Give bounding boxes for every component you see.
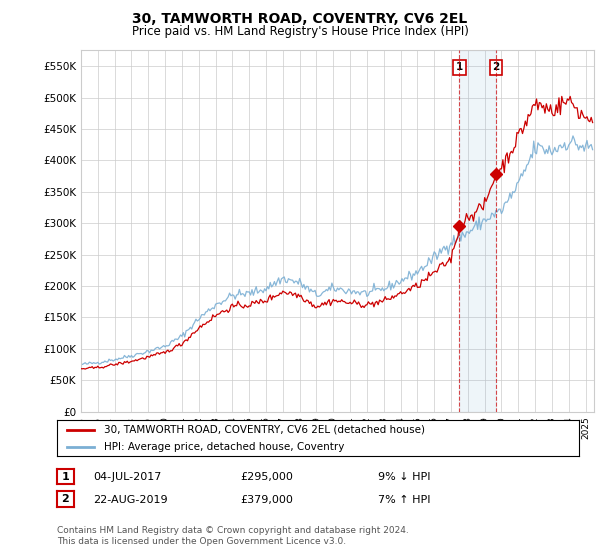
Text: Price paid vs. HM Land Registry's House Price Index (HPI): Price paid vs. HM Land Registry's House … xyxy=(131,25,469,38)
Text: 1: 1 xyxy=(62,472,69,482)
Text: 2: 2 xyxy=(62,494,69,504)
Text: 30, TAMWORTH ROAD, COVENTRY, CV6 2EL (detached house): 30, TAMWORTH ROAD, COVENTRY, CV6 2EL (de… xyxy=(104,425,425,435)
Text: £295,000: £295,000 xyxy=(240,472,293,482)
Text: 22-AUG-2019: 22-AUG-2019 xyxy=(93,494,167,505)
Text: 1: 1 xyxy=(456,62,463,72)
Bar xyxy=(460,50,496,412)
Text: £379,000: £379,000 xyxy=(240,494,293,505)
Text: Contains HM Land Registry data © Crown copyright and database right 2024.
This d: Contains HM Land Registry data © Crown c… xyxy=(57,526,409,546)
Text: 2: 2 xyxy=(493,62,500,72)
Text: HPI: Average price, detached house, Coventry: HPI: Average price, detached house, Cove… xyxy=(104,442,344,451)
Text: 7% ↑ HPI: 7% ↑ HPI xyxy=(378,494,431,505)
Text: 9% ↓ HPI: 9% ↓ HPI xyxy=(378,472,431,482)
Text: 04-JUL-2017: 04-JUL-2017 xyxy=(93,472,161,482)
Text: 30, TAMWORTH ROAD, COVENTRY, CV6 2EL: 30, TAMWORTH ROAD, COVENTRY, CV6 2EL xyxy=(133,12,467,26)
